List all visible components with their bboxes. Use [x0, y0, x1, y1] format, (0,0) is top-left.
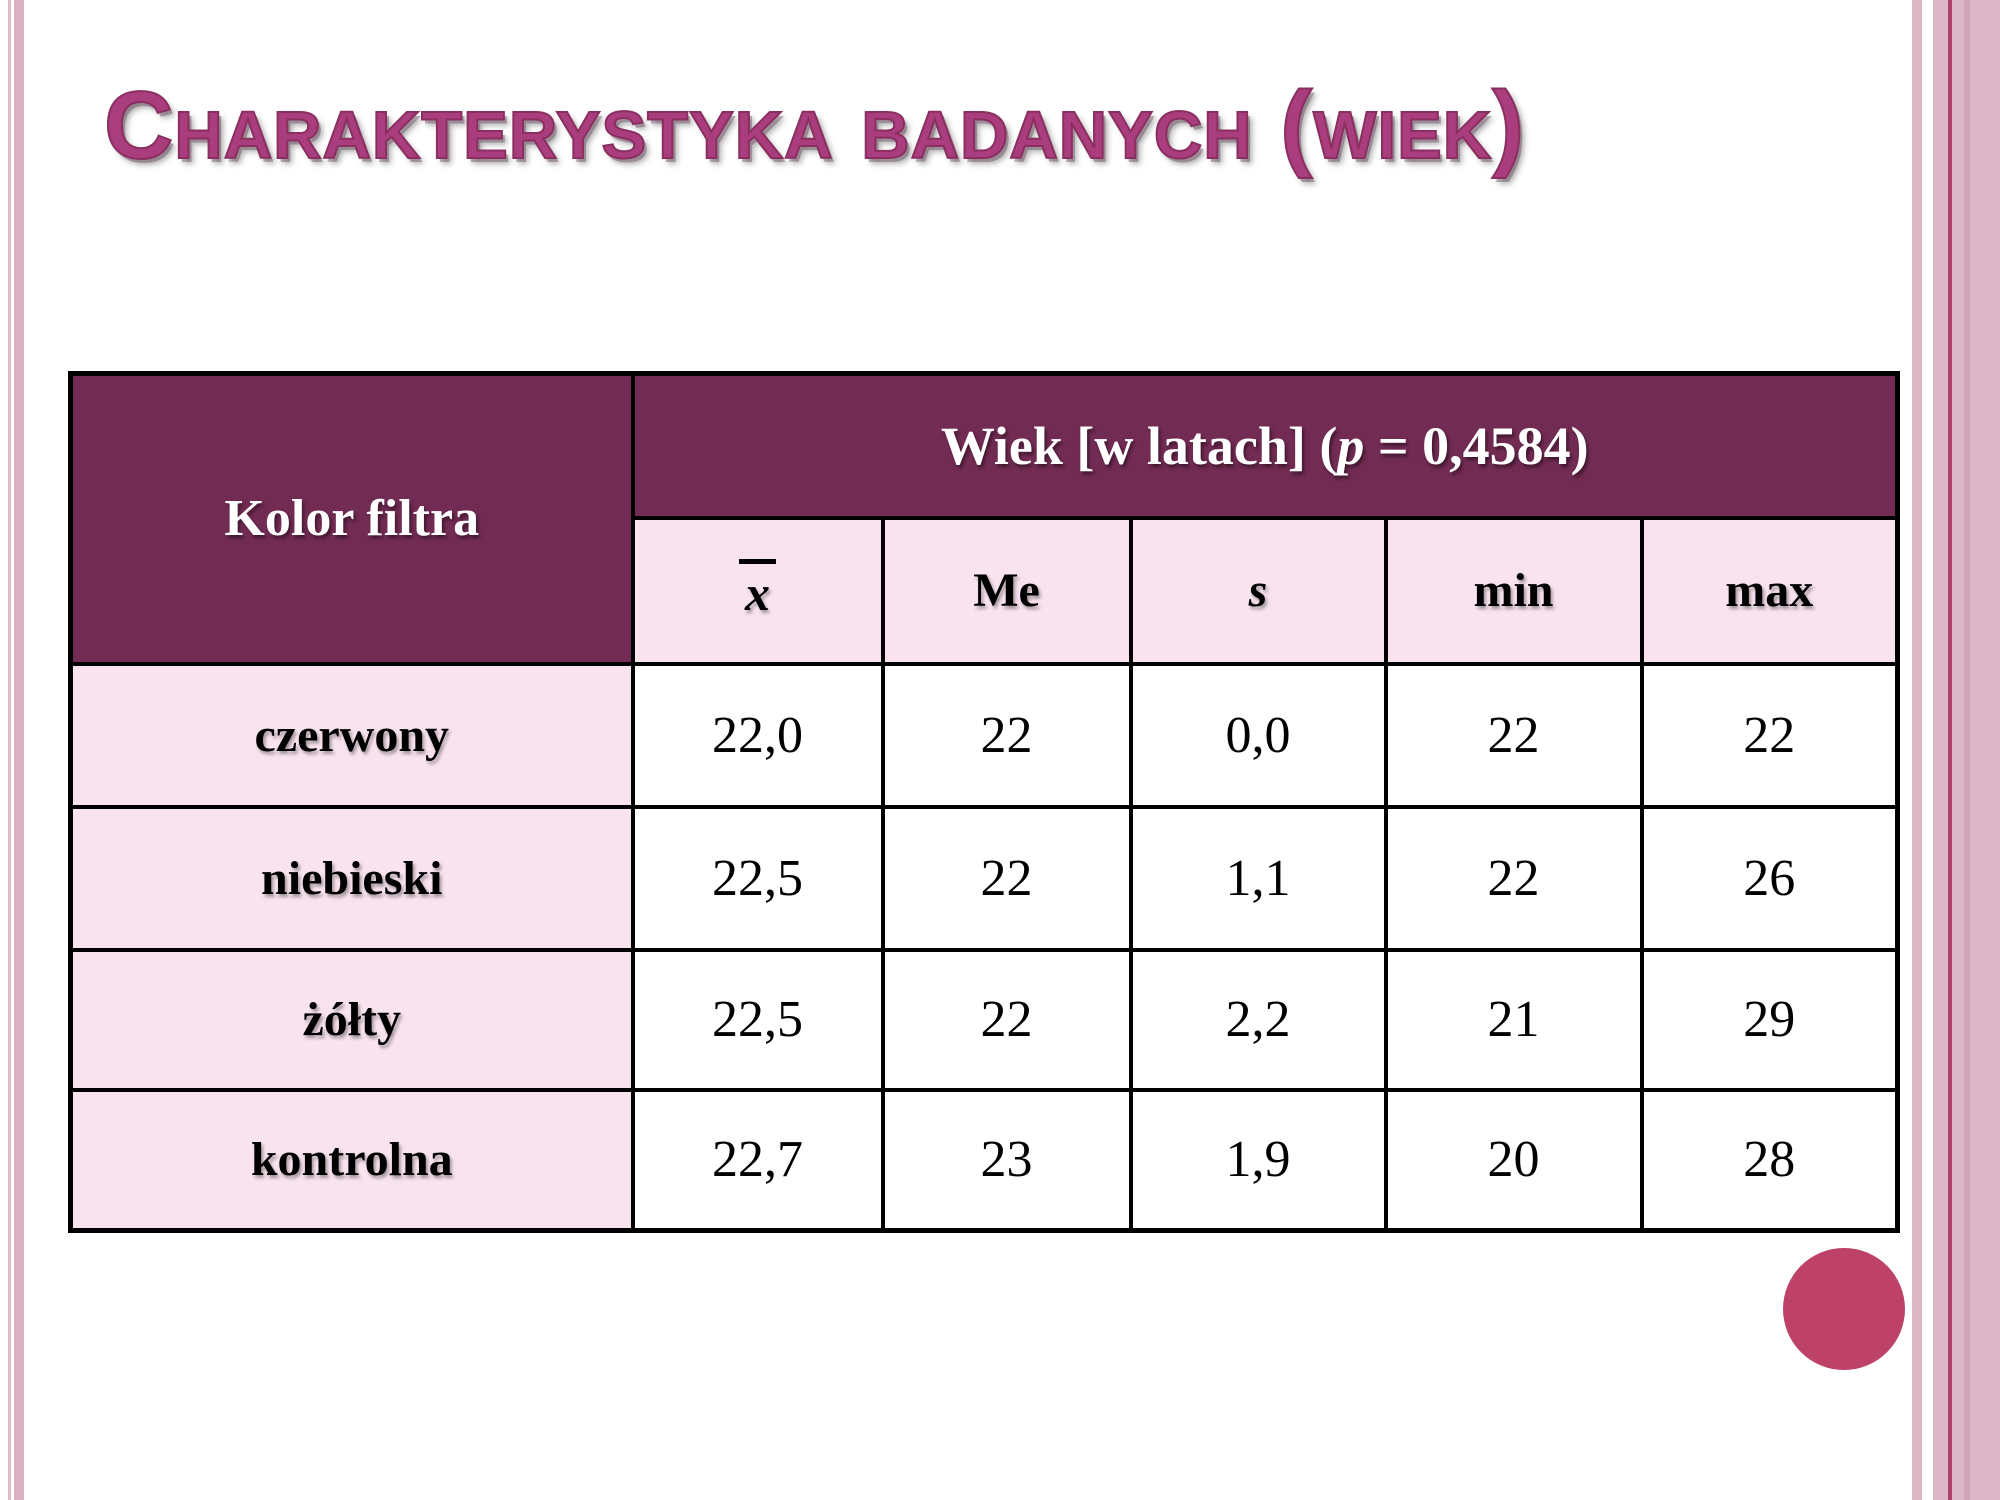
row-label-kontrolna: kontrolna [68, 1087, 635, 1233]
data-cell: 26 [1639, 804, 1900, 952]
stats-table: Kolor filtra Wiek [w latach] (p = 0,4584… [68, 371, 1901, 1233]
table-row: kontrolna 22,7 23 1,9 20 28 [68, 1087, 1900, 1233]
p-value-symbol: p [1337, 415, 1365, 476]
group-header-text-before: Wiek [w latach] ( [940, 415, 1338, 476]
right-border-thin-stripe [1912, 0, 1922, 1500]
group-header-wiek: Wiek [w latach] (p = 0,4584) [630, 371, 1900, 520]
table-header-row-group: Kolor filtra Wiek [w latach] (p = 0,4584… [68, 371, 1900, 666]
right-border-inner-shade [1964, 0, 1970, 1500]
data-cell: 2,2 [1128, 947, 1388, 1092]
stat-column-header-min: min [1383, 515, 1644, 666]
data-cell: 22,5 [630, 804, 885, 952]
row-label-niebieski: niebieski [68, 804, 635, 952]
data-cell: 22 [1639, 661, 1900, 809]
stat-column-header-median: Me [880, 515, 1133, 666]
group-header-text-after: = 0,4584) [1364, 415, 1589, 476]
data-cell: 22 [1383, 661, 1644, 809]
data-cell: 28 [1639, 1087, 1900, 1233]
table-row: niebieski 22,5 22 1,1 22 26 [68, 804, 1900, 952]
data-cell: 22,0 [630, 661, 885, 809]
data-cell: 1,1 [1128, 804, 1388, 952]
row-label-zolty: żółty [68, 947, 635, 1092]
data-cell: 22,5 [630, 947, 885, 1092]
decorative-circle [1783, 1248, 1905, 1370]
stat-column-header-mean: x [630, 515, 885, 666]
data-cell: 29 [1639, 947, 1900, 1092]
data-cell: 22 [880, 947, 1133, 1092]
corner-header-kolor-filtra: Kolor filtra [68, 371, 635, 666]
data-cell: 22,7 [630, 1087, 885, 1233]
data-cell: 1,9 [1128, 1087, 1388, 1233]
left-border-wide-stripe [14, 0, 24, 1500]
left-border-thin-stripe [8, 0, 11, 1500]
page-title: Charakterystyka badanych (wiek) [103, 72, 1526, 179]
table-row: żółty 22,5 22 2,2 21 29 [68, 947, 1900, 1092]
data-cell: 22 [880, 804, 1133, 952]
data-cell: 22 [880, 661, 1133, 809]
data-cell: 22 [1383, 804, 1644, 952]
data-cell: 21 [1383, 947, 1644, 1092]
x-bar-symbol: x [739, 559, 776, 618]
stat-column-header-std-dev: s [1128, 515, 1388, 666]
right-border-accent-line [1948, 0, 1952, 1500]
table-header-row-stats: x Me s min max [71, 515, 1900, 666]
table-row: czerwony 22,0 22 0,0 22 22 [68, 661, 1900, 809]
data-cell: 20 [1383, 1087, 1644, 1233]
data-cell: 23 [880, 1087, 1133, 1233]
row-label-czerwony: czerwony [68, 661, 635, 809]
stat-column-header-max: max [1639, 515, 1900, 666]
data-cell: 0,0 [1128, 661, 1388, 809]
